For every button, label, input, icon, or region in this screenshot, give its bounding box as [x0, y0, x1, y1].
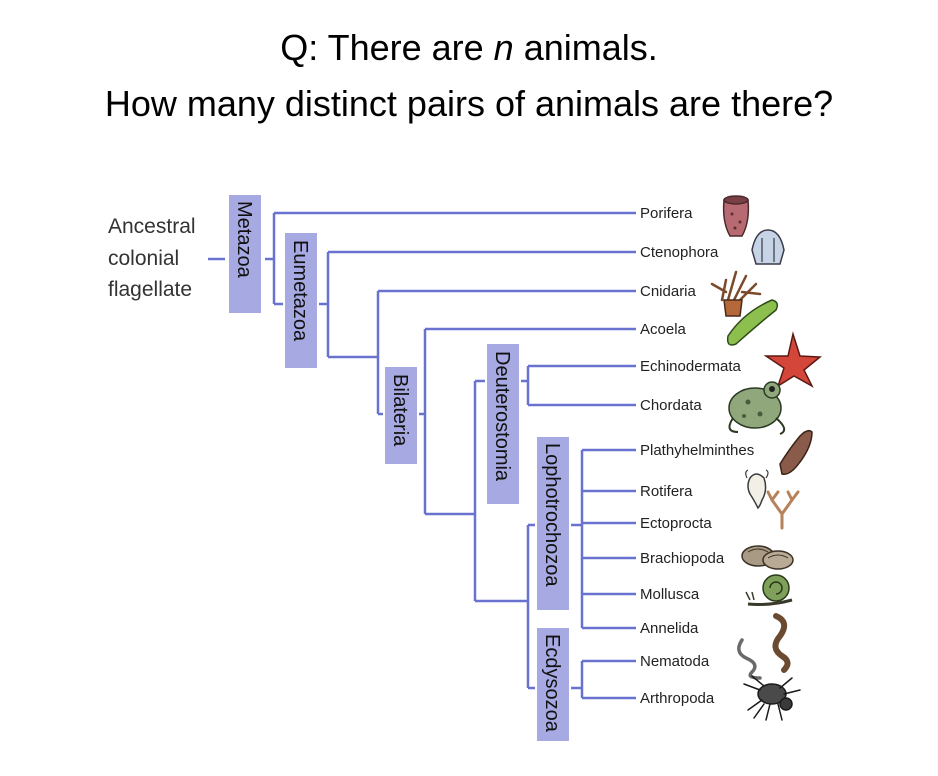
clade-label-lophotrochozoa: Lophotrochozoa	[541, 443, 563, 587]
clade-label-eumetazoa: Eumetazoa	[289, 240, 311, 342]
lophotrochozoa-branches	[582, 448, 636, 630]
variable-n: n	[493, 27, 514, 68]
frog-icon	[728, 381, 786, 435]
clade-box-metazoa	[229, 195, 261, 313]
taxon-brachiopoda: Brachiopoda	[640, 550, 725, 567]
taxon-acoela: Acoela	[640, 321, 687, 338]
question-suffix: animals.	[513, 27, 658, 68]
ecdysozoa-branches	[582, 659, 636, 700]
flatworm-icon	[726, 299, 779, 346]
clade-box-lophotrochozoa	[537, 437, 569, 610]
rotifer-icon	[745, 469, 769, 510]
taxon-rotifera: Rotifera	[640, 483, 693, 500]
question-line-1: Q: There are n animals.	[0, 30, 938, 66]
root-label-line-3: flagellate	[108, 278, 192, 301]
spider-icon	[743, 675, 801, 721]
taxon-porifera: Porifera	[640, 205, 693, 222]
anemone-icon	[710, 270, 762, 317]
taxon-ctenophora: Ctenophora	[640, 244, 719, 261]
clade-label-bilateria: Bilateria	[389, 374, 411, 447]
taxon-annelida: Annelida	[640, 620, 699, 637]
bryozoan-icon	[766, 490, 800, 530]
clade-box-bilateria	[385, 367, 417, 464]
clade-box-ecdysozoa	[537, 628, 569, 741]
clade-label-ecdysozoa: Ecdysozoa	[541, 634, 563, 733]
root-label-line-1: Ancestral	[108, 215, 196, 238]
clade-label-deuterostomia: Deuterostomia	[491, 351, 513, 482]
taxon-ectoprocta: Ectoprocta	[640, 515, 712, 532]
clade-box-eumetazoa	[285, 233, 317, 368]
starfish-icon	[763, 331, 822, 388]
tree-branches	[208, 211, 636, 700]
roundworm-icon	[737, 638, 762, 680]
taxon-arthropoda: Arthropoda	[640, 690, 715, 707]
sponge-icon	[722, 195, 750, 237]
snail-icon	[745, 574, 793, 606]
clade-box-deuterostomia	[487, 344, 519, 504]
clade-label-metazoa: Metazoa	[233, 201, 255, 279]
taxon-mollusca: Mollusca	[640, 586, 700, 603]
planarian-icon	[779, 429, 813, 475]
comb-jelly-icon	[751, 229, 785, 265]
root-label-line-2: colonial	[108, 247, 179, 270]
earthworm-icon	[772, 613, 791, 673]
brachiopod-icon	[741, 545, 794, 570]
taxon-nematoda: Nematoda	[640, 653, 710, 670]
question-line-2: How many distinct pairs of animals are t…	[104, 83, 834, 124]
question-prefix: Q: There are	[280, 27, 494, 68]
taxon-cnidaria: Cnidaria	[640, 283, 697, 300]
taxon-plathyhelminthes: Plathyhelminthes	[640, 442, 754, 459]
taxon-echinodermata: Echinodermata	[640, 358, 742, 375]
taxon-chordata: Chordata	[640, 397, 702, 414]
